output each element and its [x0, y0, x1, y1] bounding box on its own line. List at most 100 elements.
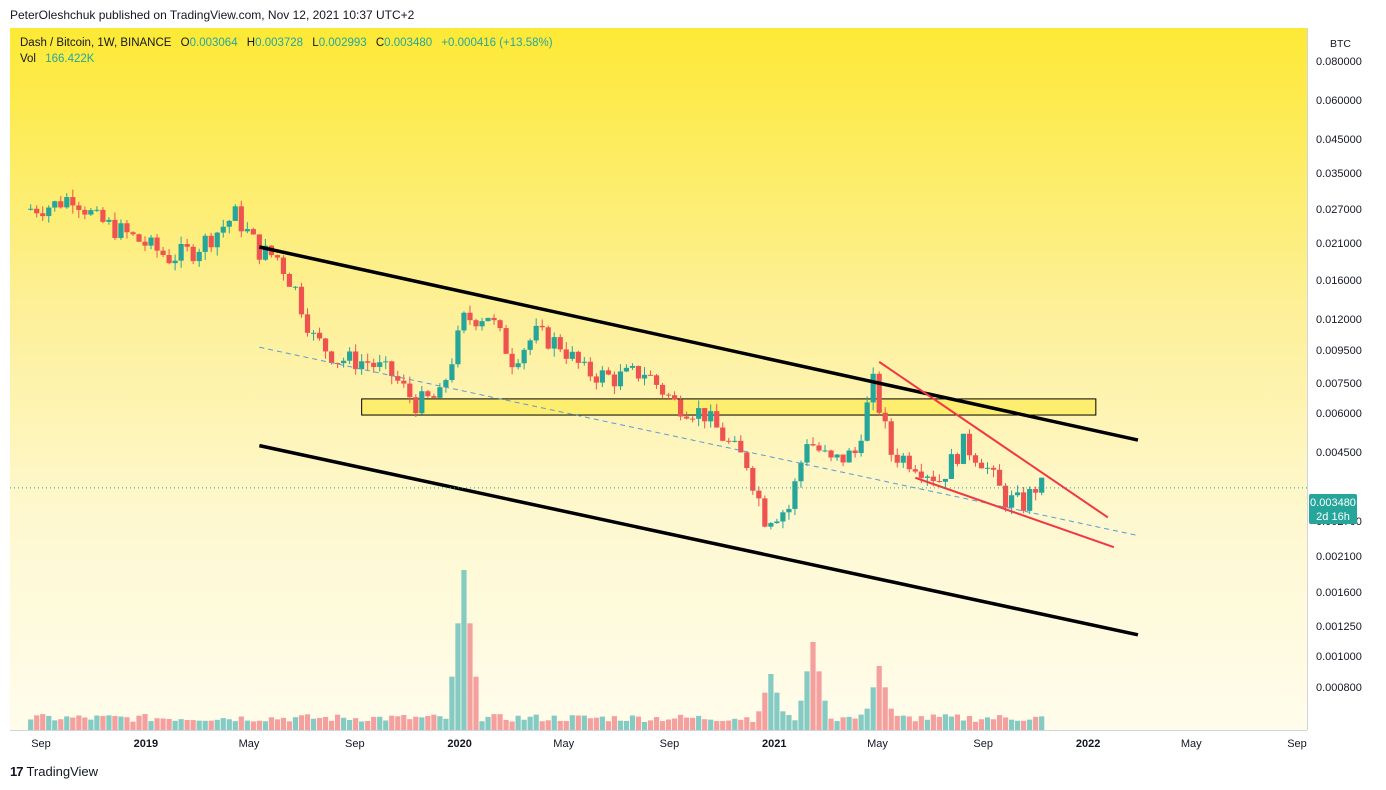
candle-body: [232, 206, 238, 221]
volume-bar: [202, 720, 208, 730]
volume-bar: [190, 720, 196, 730]
candle-body: [154, 237, 160, 251]
candle-body: [894, 454, 900, 463]
x-tick-label: 2019: [133, 738, 159, 750]
candle-body: [611, 374, 618, 387]
candle-body: [960, 433, 967, 464]
volume-bar: [220, 718, 226, 730]
volume-bar: [954, 714, 961, 730]
chart-plot-area[interactable]: [10, 28, 1307, 730]
volume-bar: [304, 714, 311, 730]
y-tick-label: 0.001600: [1316, 587, 1362, 600]
price-axis[interactable]: 0.080000 0.060000 0.045000 0.035000 0.027000…: [1307, 28, 1386, 730]
volume-bar: [798, 700, 804, 730]
volume-bar: [52, 720, 58, 730]
volume-bar: [918, 716, 924, 730]
volume-bar: [966, 715, 973, 730]
candle-body: [94, 209, 100, 211]
tradingview-logo-icon: 17: [10, 764, 24, 779]
volume-bar: [310, 718, 317, 730]
volume-bar: [605, 721, 611, 730]
candle-body: [551, 337, 557, 349]
volume-bar: [864, 708, 870, 730]
volume-bar: [341, 717, 347, 730]
candle-body: [467, 312, 473, 321]
volume-bar: [515, 715, 521, 730]
candle-body: [479, 321, 485, 327]
candle-body: [684, 416, 690, 419]
volume-bar: [160, 718, 166, 730]
candle-body: [527, 340, 533, 350]
candle-body: [918, 471, 924, 478]
candle-body: [756, 490, 762, 499]
channel-upper-line: [258, 245, 1139, 442]
candle-body: [190, 246, 196, 262]
time-axis[interactable]: Sep 2019 May Sep 2020 May Sep 2021 May Sep 2022 May…: [10, 730, 1307, 754]
x-tick-label: May: [553, 738, 575, 750]
candle-body: [286, 273, 293, 287]
volume-bar: [551, 715, 557, 730]
volume-bar: [407, 719, 413, 730]
candle-body: [359, 361, 365, 370]
volume-bar: [846, 716, 852, 730]
candle-body: [328, 351, 335, 363]
candle-body: [389, 361, 395, 377]
candle-body: [298, 286, 305, 315]
volume-bar: [371, 716, 377, 730]
volume-bar: [617, 720, 624, 730]
candle-body: [491, 317, 497, 321]
y-tick-label: 0.035000: [1316, 168, 1362, 181]
volume-bar: [756, 711, 762, 730]
candle-body: [786, 508, 792, 513]
volume-bar: [172, 720, 178, 730]
candle-body: [64, 197, 70, 208]
volume-bar: [353, 718, 359, 730]
low-label: L: [312, 37, 319, 49]
y-tick-label: 0.001000: [1316, 651, 1362, 664]
candle-body: [160, 250, 166, 255]
candle-body: [449, 364, 455, 381]
volume-bar: [665, 719, 672, 730]
candle-body: [599, 370, 605, 383]
tradingview-logo[interactable]: 17 TradingView: [10, 764, 98, 779]
high-value: 0.003728: [255, 37, 304, 49]
y-tick-label: 0.006000: [1316, 407, 1362, 420]
volume-bar: [256, 720, 262, 730]
candle-body: [244, 229, 250, 232]
volume-bar: [587, 718, 593, 730]
countdown-value: 2d 16h: [1316, 511, 1350, 523]
volume-bar: [978, 719, 985, 730]
volume-bar: [286, 721, 293, 730]
candle-body: [262, 245, 268, 260]
candle-body: [76, 205, 82, 210]
candle-body: [948, 454, 955, 479]
candle-body: [100, 209, 106, 222]
volume-bar: [316, 717, 323, 730]
volume-bar: [647, 720, 654, 730]
volume-bar: [1039, 716, 1045, 730]
candle-body: [118, 223, 124, 238]
candle-body: [858, 440, 864, 454]
candle-body: [738, 440, 744, 453]
candle-body: [220, 226, 226, 233]
candle-body: [28, 208, 34, 210]
candle-body: [647, 374, 654, 376]
candle-body: [407, 383, 413, 398]
y-tick-label: 0.060000: [1316, 95, 1362, 108]
volume-bar: [780, 711, 786, 730]
volume-label: Vol: [20, 53, 36, 65]
volume-bar: [226, 719, 232, 730]
candle-body: [870, 373, 876, 403]
candle-body: [888, 421, 894, 455]
y-tick-label: 0.080000: [1316, 56, 1362, 68]
candle-body: [413, 397, 419, 414]
volume-bar: [292, 717, 299, 730]
candle-body: [88, 210, 94, 215]
x-tick-label: 2022: [1075, 738, 1101, 750]
x-tick-label: Sep: [31, 738, 51, 750]
symbol-label[interactable]: Dash / Bitcoin, 1W, BINANCE: [20, 37, 172, 49]
candle-body: [353, 351, 359, 370]
low-value: 0.002993: [318, 37, 367, 49]
volume-bar: [94, 715, 100, 730]
candle-body: [292, 286, 299, 288]
